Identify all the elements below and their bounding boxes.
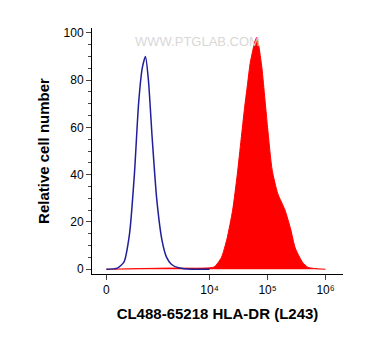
- svg-text:CL488-65218 HLA-DR (L243): CL488-65218 HLA-DR (L243): [117, 305, 319, 322]
- svg-text:40: 40: [70, 168, 84, 182]
- svg-text:80: 80: [70, 73, 84, 87]
- svg-text:10⁶: 10⁶: [316, 283, 334, 297]
- svg-text:0: 0: [77, 262, 84, 276]
- svg-text:100: 100: [64, 26, 84, 40]
- svg-text:20: 20: [70, 215, 84, 229]
- svg-text:WWW.PTGLAB.COM: WWW.PTGLAB.COM: [135, 34, 260, 49]
- svg-text:Relative cell number: Relative cell number: [35, 78, 52, 224]
- svg-text:10⁵: 10⁵: [258, 283, 276, 297]
- svg-text:10⁴: 10⁴: [200, 283, 219, 297]
- svg-text:0: 0: [103, 283, 110, 297]
- svg-text:60: 60: [70, 121, 84, 135]
